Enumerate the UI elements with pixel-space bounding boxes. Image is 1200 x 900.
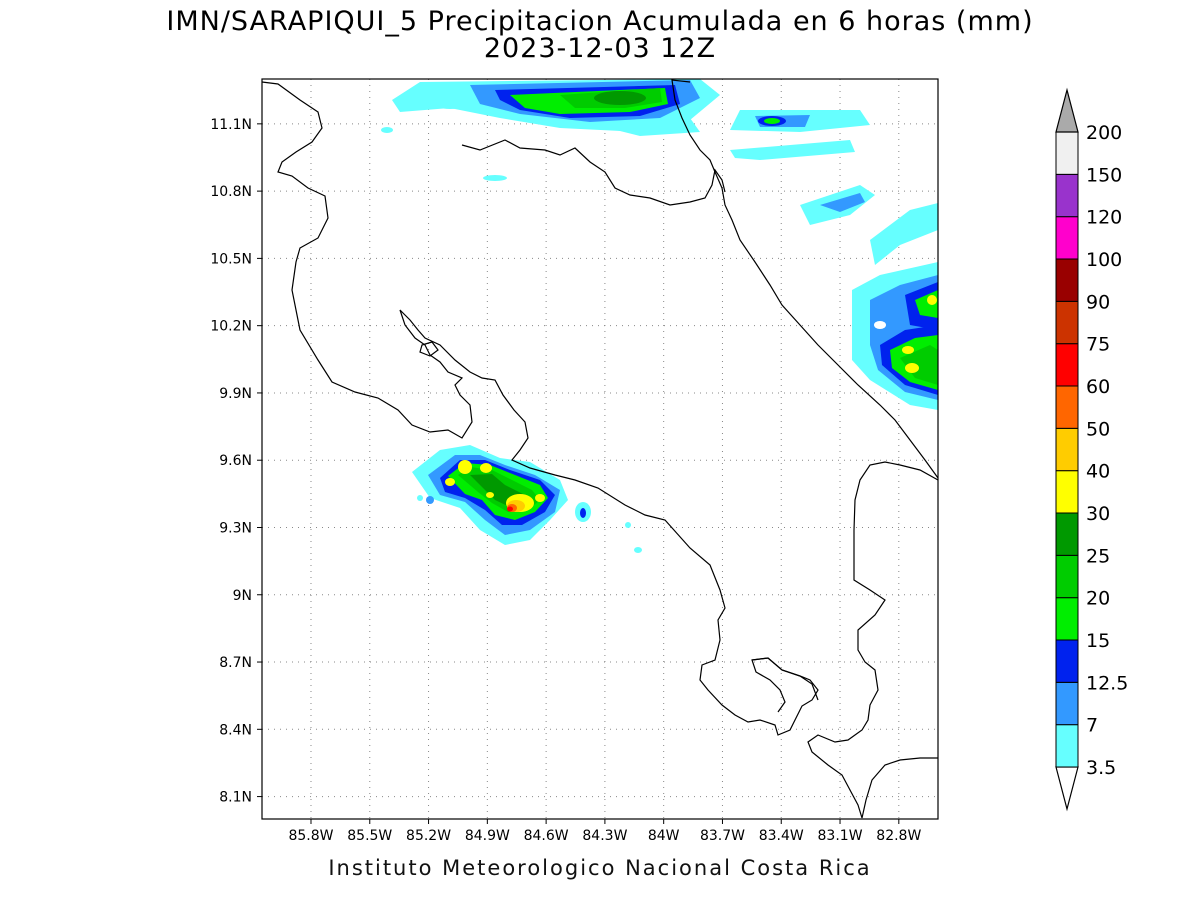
colorbar-swatch <box>1055 639 1079 683</box>
colorbar-label: 3.5 <box>1086 757 1116 779</box>
colorbar-swatch <box>1055 427 1079 472</box>
colorbar-label: 7 <box>1086 715 1098 737</box>
colorbar-label: 25 <box>1086 545 1110 567</box>
lat-tick-label: 9N <box>233 588 252 604</box>
coastline <box>261 79 939 819</box>
credit-text: Instituto Meteorologico Nacional Costa R… <box>328 856 872 880</box>
colorbar-label: 60 <box>1086 376 1110 398</box>
precip-cell-north <box>381 79 870 181</box>
longitude-axis: 85.8W 85.5W 85.2W 84.9W 84.6W 84.3W 84W 83.7W 83… <box>288 819 921 844</box>
colorbar-swatch <box>1055 131 1079 175</box>
nicaragua-south-coast <box>461 139 726 206</box>
lon-tick-label: 83.4W <box>759 828 804 844</box>
lat-tick-label: 10.2N <box>210 319 252 335</box>
colorbar-swatch <box>1055 385 1079 429</box>
lon-tick-label: 83.7W <box>700 828 745 844</box>
lon-tick-label: 84.9W <box>465 828 510 844</box>
map-subtitle-datetime: 2023-12-03 12Z <box>483 33 717 64</box>
colorbar-label: 50 <box>1086 418 1110 440</box>
lon-tick-label: 82.8W <box>876 828 921 844</box>
lon-tick-label: 84.3W <box>582 828 627 844</box>
colorbar-swatch <box>1055 597 1079 641</box>
colorbar-label: 200 <box>1086 122 1122 144</box>
lat-tick-label: 9.3N <box>219 520 252 536</box>
nicoya-inlet <box>419 341 439 357</box>
colorbar-swatch <box>1055 258 1079 302</box>
lat-tick-label: 10.8N <box>210 184 252 200</box>
colorbar-swatch <box>1055 470 1079 514</box>
lat-tick-label: 8.4N <box>219 722 252 738</box>
lat-tick-label: 8.7N <box>219 655 252 671</box>
lat-tick-label: 10.5N <box>210 251 252 267</box>
map-plot-area <box>261 78 939 820</box>
colorbar-label: 15 <box>1086 630 1110 652</box>
colorbar-swatch <box>1055 681 1079 726</box>
colorbar-label: 30 <box>1086 503 1110 525</box>
precip-cell-northeast <box>800 185 938 410</box>
colorbar-label: 12.5 <box>1086 672 1128 694</box>
lon-tick-label: 85.5W <box>347 828 392 844</box>
lon-tick-label: 85.2W <box>406 828 451 844</box>
precip-cell-central <box>412 445 642 553</box>
colorbar-label: 90 <box>1086 291 1110 313</box>
latitude-axis: 11.1N 10.8N 10.5N 10.2N 9.9N 9.6N 9.3N 9N 8.7N 8.… <box>210 117 262 806</box>
lat-tick-label: 9.6N <box>219 453 252 469</box>
colorbar-max-arrow <box>1055 87 1079 133</box>
colorbar-swatch <box>1055 512 1079 556</box>
costa-rica-caribbean-coast <box>671 79 939 479</box>
lon-tick-label: 83.1W <box>818 828 863 844</box>
lat-tick-label: 8.1N <box>219 790 252 806</box>
colorbar-swatch <box>1055 724 1079 768</box>
colorbar-label: 120 <box>1086 207 1122 229</box>
osa-peninsula <box>751 657 819 701</box>
map-title: IMN/SARAPIQUI_5 Precipitacion Acumulada … <box>166 6 1034 37</box>
colorbar-swatch <box>1055 300 1079 345</box>
colorbar-label: 20 <box>1086 588 1110 610</box>
colorbar-swatch <box>1055 173 1079 218</box>
colorbar-swatch <box>1055 216 1079 260</box>
colorbar-label: 100 <box>1086 249 1122 271</box>
precipitation-colorbar: 3.5 7 12.5 15 20 25 30 40 50 60 75 90 100 120 150 200 <box>1055 87 1128 812</box>
lat-tick-label: 9.9N <box>219 386 252 402</box>
colorbar-min-arrow <box>1055 766 1079 812</box>
colorbar-label: 40 <box>1086 461 1110 483</box>
map-frame <box>261 78 939 820</box>
map-background <box>262 79 938 819</box>
precipitation-field <box>381 79 938 553</box>
lon-tick-label: 85.8W <box>288 828 333 844</box>
lon-tick-label: 84W <box>648 828 680 844</box>
colorbar-label: 75 <box>1086 334 1110 356</box>
nicaragua-border <box>261 81 819 736</box>
colorbar-label: 150 <box>1086 164 1122 186</box>
panama-border <box>807 461 939 819</box>
colorbar-swatch <box>1055 554 1079 599</box>
lon-tick-label: 84.6W <box>524 828 569 844</box>
lat-tick-label: 11.1N <box>210 117 252 133</box>
colorbar-swatch <box>1055 343 1079 387</box>
